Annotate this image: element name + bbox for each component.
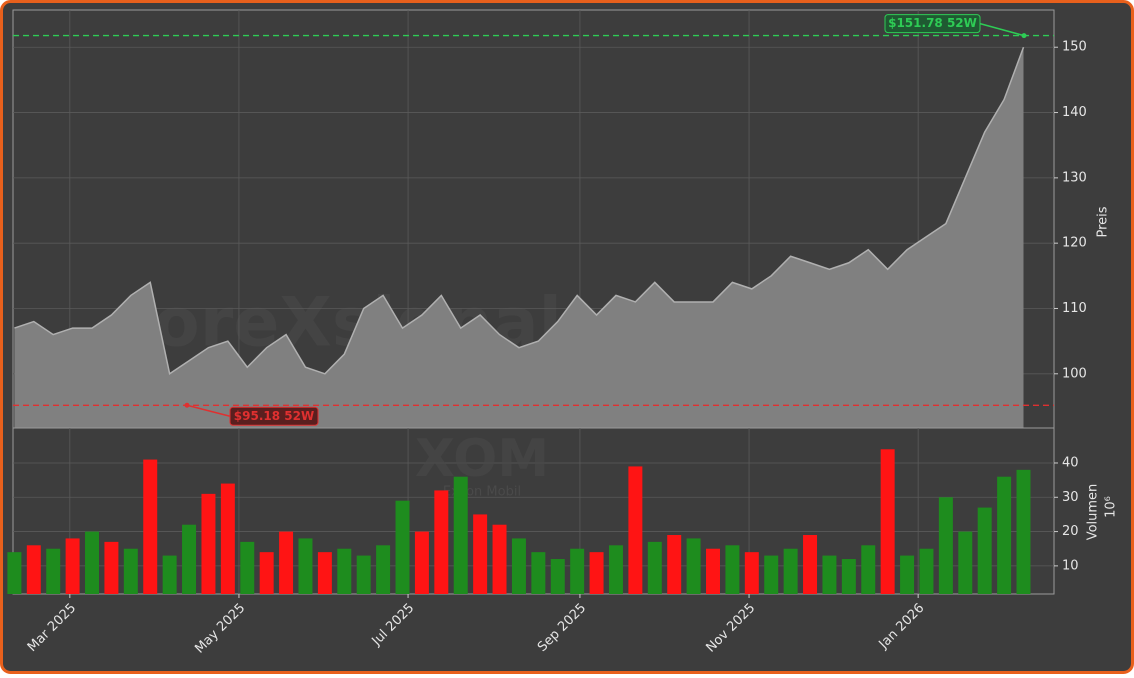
volume-bar	[919, 548, 934, 594]
volume-bar	[1016, 469, 1031, 594]
volume-bar	[783, 548, 798, 594]
volume-bar	[492, 524, 507, 594]
volume-bar	[764, 555, 779, 594]
volume-bar	[182, 524, 197, 594]
price-area	[14, 47, 1024, 429]
volume-bar	[162, 555, 177, 594]
annotation-arrow	[979, 22, 1025, 37]
price-line	[14, 46, 1025, 376]
volume-bar	[608, 545, 623, 594]
annotation-box	[229, 406, 319, 426]
volume-bar	[376, 545, 391, 594]
volume-bar	[201, 493, 216, 594]
volume-bar	[46, 548, 61, 594]
volume-bar	[473, 514, 488, 594]
y-tick-label: 150	[1062, 40, 1087, 55]
y-tick-label: 120	[1062, 236, 1087, 251]
volume-bar	[279, 531, 294, 594]
volume-bar	[395, 500, 410, 594]
volume-bar	[570, 548, 585, 594]
volume-bar	[26, 545, 41, 594]
y-axis-label: Preis	[1096, 206, 1111, 237]
volume-bar	[997, 476, 1012, 594]
volume-bar	[938, 497, 953, 594]
annotation-label: $95.18 52W	[234, 409, 314, 423]
volume-bar	[240, 541, 255, 594]
volume-bar	[822, 555, 837, 594]
y-tick-label: 10	[1062, 558, 1079, 573]
volume-bar	[725, 545, 740, 594]
volume-bar	[841, 559, 856, 594]
volume-bar	[317, 552, 332, 594]
volume-bar	[880, 449, 895, 594]
annotation-label: $151.78 52W	[888, 16, 977, 30]
y-axis-unit: 10⁶	[1104, 496, 1119, 518]
volume-bar	[298, 538, 313, 594]
volume-bar	[744, 552, 759, 594]
volume-bar	[686, 538, 701, 594]
volume-bar	[977, 507, 992, 594]
volume-bar	[550, 559, 565, 594]
arrow-head	[184, 402, 190, 408]
y-tick-label: 140	[1062, 105, 1087, 120]
volume-bar	[861, 545, 876, 594]
volume-bar	[434, 490, 449, 594]
annotation-arrow	[186, 404, 231, 417]
volume-bar	[356, 555, 371, 594]
watermark: XOM	[415, 429, 549, 489]
arrow-head	[1021, 33, 1027, 39]
volume-bar	[85, 531, 99, 594]
volume-bar	[123, 548, 138, 594]
annotation-box	[884, 14, 981, 34]
volume-bar	[104, 541, 119, 594]
volume-bar	[453, 476, 468, 594]
y-tick-label: 110	[1062, 301, 1087, 316]
y-tick-label: 100	[1062, 366, 1087, 381]
volume-bar	[143, 459, 158, 594]
volume-bar	[337, 548, 352, 594]
volume-bar	[667, 535, 682, 594]
volume-bar	[706, 548, 720, 594]
volume-bar	[531, 552, 546, 594]
volume-bar	[511, 538, 526, 594]
y-tick-label: 40	[1062, 455, 1079, 470]
volume-bar	[647, 541, 662, 594]
volume-bar	[803, 535, 818, 594]
volume-bar	[259, 552, 274, 594]
volume-bar	[958, 531, 973, 594]
volume-bar	[900, 555, 915, 594]
y-axis-label: Volumen	[1086, 484, 1101, 541]
y-tick-label: 30	[1062, 490, 1079, 505]
volume-bar	[65, 538, 80, 594]
volume-bar	[220, 483, 235, 594]
volume-bar	[628, 466, 643, 594]
y-tick-label: 130	[1062, 170, 1087, 185]
volume-bar	[414, 531, 429, 594]
volume-bar	[7, 552, 22, 594]
y-tick-label: 20	[1062, 524, 1079, 539]
volume-bar	[589, 552, 604, 594]
